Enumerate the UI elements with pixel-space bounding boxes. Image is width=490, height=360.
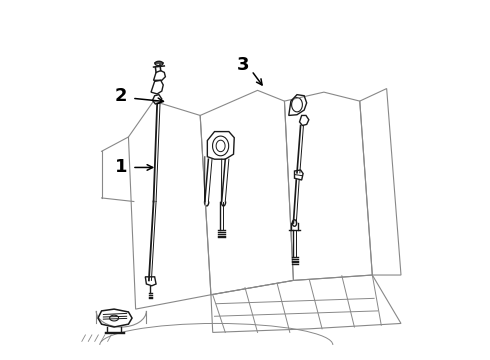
Text: 2: 2 bbox=[115, 87, 127, 105]
Text: 1: 1 bbox=[115, 158, 127, 176]
Text: 3: 3 bbox=[237, 56, 249, 74]
